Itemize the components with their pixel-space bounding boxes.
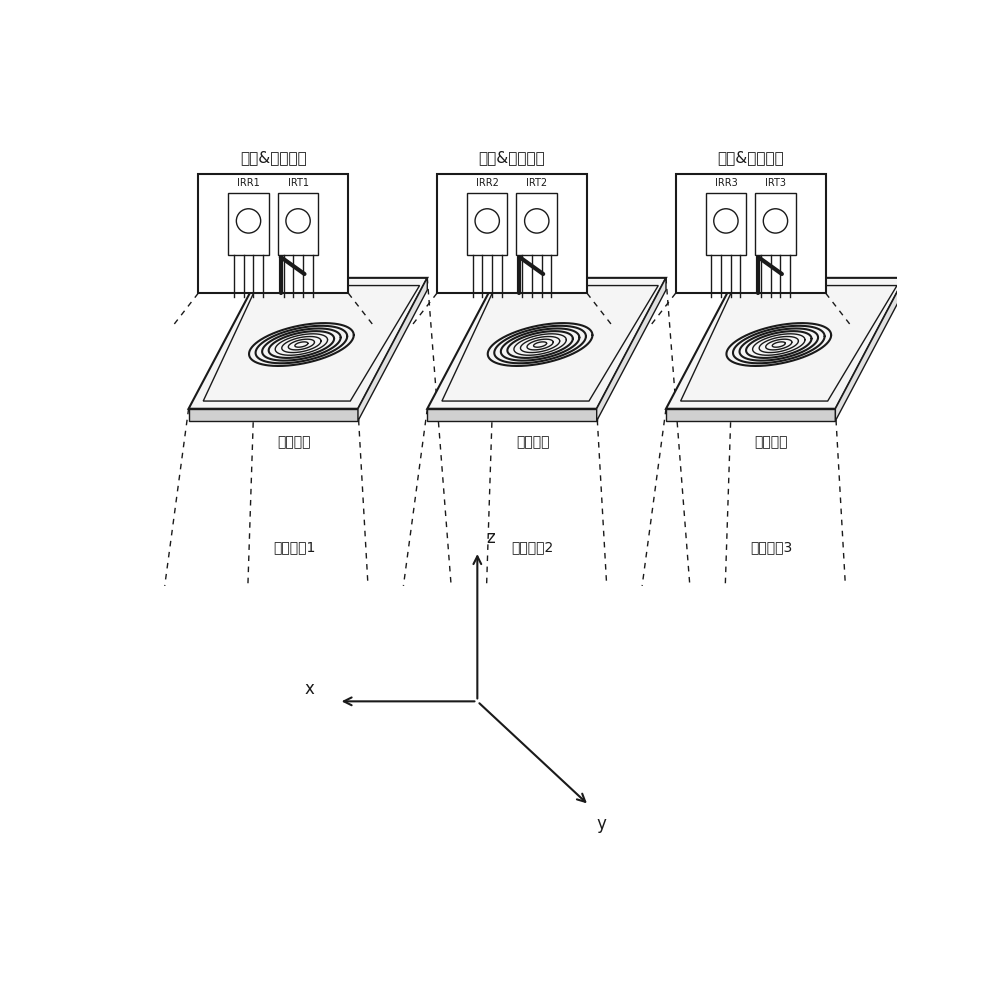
Text: 充电&控制电路: 充电&控制电路 xyxy=(479,150,545,165)
Polygon shape xyxy=(666,278,905,409)
Circle shape xyxy=(524,209,548,233)
Polygon shape xyxy=(189,409,358,421)
Polygon shape xyxy=(358,278,428,421)
Polygon shape xyxy=(596,278,666,421)
Bar xyxy=(198,174,349,293)
Text: IRT3: IRT3 xyxy=(765,178,786,188)
Text: 充电&控制电路: 充电&控制电路 xyxy=(240,150,307,165)
Bar xyxy=(437,174,587,293)
Circle shape xyxy=(763,209,787,233)
Text: 充电区域1: 充电区域1 xyxy=(273,540,316,554)
Text: y: y xyxy=(596,815,606,833)
Bar xyxy=(755,193,796,255)
Circle shape xyxy=(476,209,500,233)
Polygon shape xyxy=(666,409,835,421)
Circle shape xyxy=(286,209,311,233)
Bar xyxy=(516,193,557,255)
Bar xyxy=(228,193,269,255)
Text: x: x xyxy=(305,680,314,698)
Text: IRR1: IRR1 xyxy=(237,178,260,188)
Polygon shape xyxy=(835,278,905,421)
Text: IRT2: IRT2 xyxy=(526,178,547,188)
Text: z: z xyxy=(487,529,496,547)
Circle shape xyxy=(713,209,738,233)
Text: 充电&控制电路: 充电&控制电路 xyxy=(717,150,784,165)
Text: 充电线圈: 充电线圈 xyxy=(754,435,788,449)
Bar xyxy=(467,193,507,255)
Text: 充电区域3: 充电区域3 xyxy=(750,540,792,554)
Text: IRR2: IRR2 xyxy=(476,178,499,188)
Text: 充电区域2: 充电区域2 xyxy=(511,540,553,554)
Polygon shape xyxy=(428,278,666,409)
Polygon shape xyxy=(189,278,428,409)
Text: IRR3: IRR3 xyxy=(714,178,737,188)
Text: 充电线圈: 充电线圈 xyxy=(278,435,311,449)
Bar xyxy=(705,193,746,255)
Circle shape xyxy=(237,209,261,233)
Bar xyxy=(278,193,319,255)
Polygon shape xyxy=(428,409,596,421)
Text: IRT1: IRT1 xyxy=(288,178,309,188)
Bar xyxy=(675,174,826,293)
Text: 充电线圈: 充电线圈 xyxy=(516,435,549,449)
